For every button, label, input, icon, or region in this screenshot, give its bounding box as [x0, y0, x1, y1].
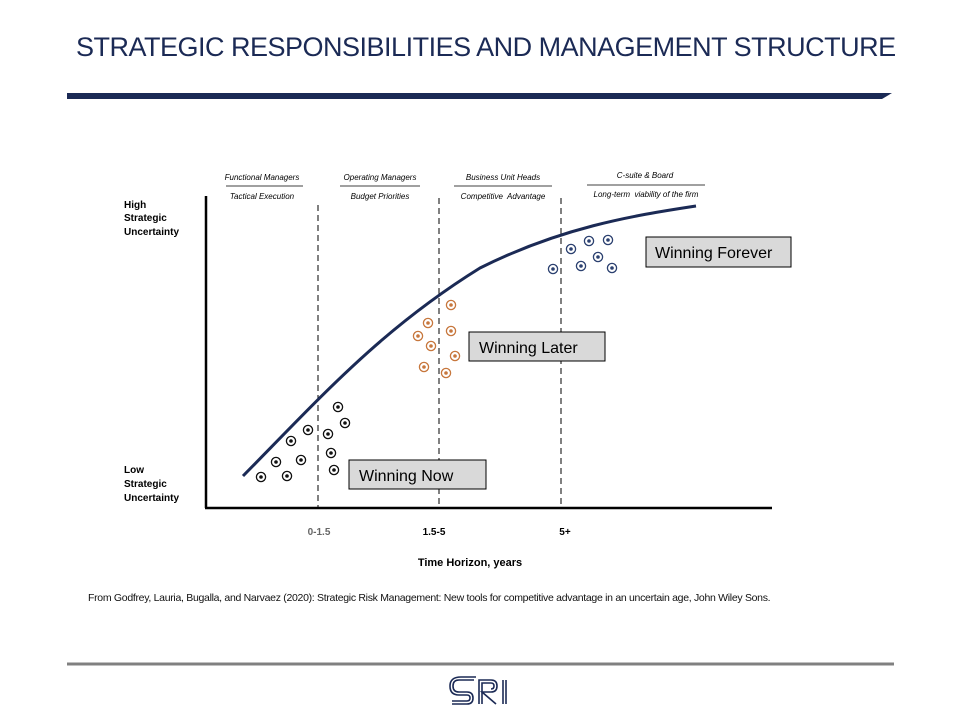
title-underline-bar	[67, 93, 892, 99]
y-label-low-line-2: Strategic	[124, 479, 167, 490]
scatter-dot	[565, 243, 577, 255]
x-tick-label: 0-1.5	[308, 527, 331, 538]
zone-winning-now: Winning Now	[348, 459, 487, 490]
scatter-dot	[583, 235, 595, 247]
scatter-dot	[592, 251, 604, 263]
x-axis-title: Time Horizon, years	[418, 557, 522, 569]
zone-box	[468, 331, 606, 362]
scatter-dot	[445, 299, 457, 311]
sri-logo-icon	[449, 676, 507, 705]
y-label-high-line-1: High	[124, 200, 146, 211]
x-tick-label: 5+	[559, 527, 571, 538]
scatter-dot	[328, 464, 340, 476]
scatter-dot	[602, 234, 614, 246]
page-title: STRATEGIC RESPONSIBILITIES AND MANAGEMEN…	[76, 32, 896, 62]
zone-box	[348, 459, 487, 490]
scatter-dot	[285, 435, 297, 447]
scatter-dot	[339, 417, 351, 429]
citation: From Godfrey, Lauria, Bugalla, and Narva…	[88, 592, 771, 604]
scatter-dot	[422, 317, 434, 329]
column-role-4: C-suite & Board	[617, 171, 674, 180]
scatter-dot	[418, 361, 430, 373]
y-label-high-line-2: Strategic	[124, 213, 167, 224]
strategy-curve	[241, 204, 697, 478]
scatter-dot	[547, 263, 559, 275]
column-focus-3: Competitive Advantage	[461, 192, 546, 201]
column-focus-1: Tactical Execution	[230, 192, 295, 201]
scatter-dot	[332, 401, 344, 413]
scatter-dot	[302, 424, 314, 436]
zone-label: Winning Later	[479, 340, 578, 357]
column-role-3: Business Unit Heads	[466, 173, 540, 182]
scatter-dot	[449, 350, 461, 362]
scatter-dot	[322, 428, 334, 440]
scatter-dot	[425, 340, 437, 352]
x-tick-label: 1.5-5	[423, 527, 446, 538]
scatter-dot	[325, 447, 337, 459]
zone-winning-forever: Winning Forever	[645, 236, 792, 268]
zone-winning-later: Winning Later	[468, 331, 606, 362]
scatter-dot	[255, 471, 267, 483]
column-role-1: Functional Managers	[225, 173, 300, 182]
scatter-dot	[575, 260, 587, 272]
zone-label: Winning Now	[359, 468, 454, 485]
y-label-high-line-3: Uncertainty	[124, 227, 179, 238]
scatter-dot	[445, 325, 457, 337]
scatter-dot	[295, 454, 307, 466]
dots-layer	[255, 234, 618, 483]
scatter-dot	[281, 470, 293, 482]
column-role-2: Operating Managers	[344, 173, 417, 182]
zone-box	[645, 236, 792, 268]
zone-label: Winning Forever	[655, 245, 773, 262]
y-label-high: High Strategic Uncertainty	[124, 200, 179, 238]
scatter-dot	[606, 262, 618, 274]
y-label-low-line-3: Uncertainty	[124, 493, 179, 504]
column-focus-4: Long-term viability of the firm	[594, 190, 699, 199]
scatter-dot	[440, 367, 452, 379]
scatter-dot	[412, 330, 424, 342]
scatter-dot	[270, 456, 282, 468]
y-label-low: Low Strategic Uncertainty	[124, 465, 179, 504]
y-label-low-line-1: Low	[124, 465, 144, 476]
column-focus-2: Budget Priorities	[351, 192, 410, 201]
